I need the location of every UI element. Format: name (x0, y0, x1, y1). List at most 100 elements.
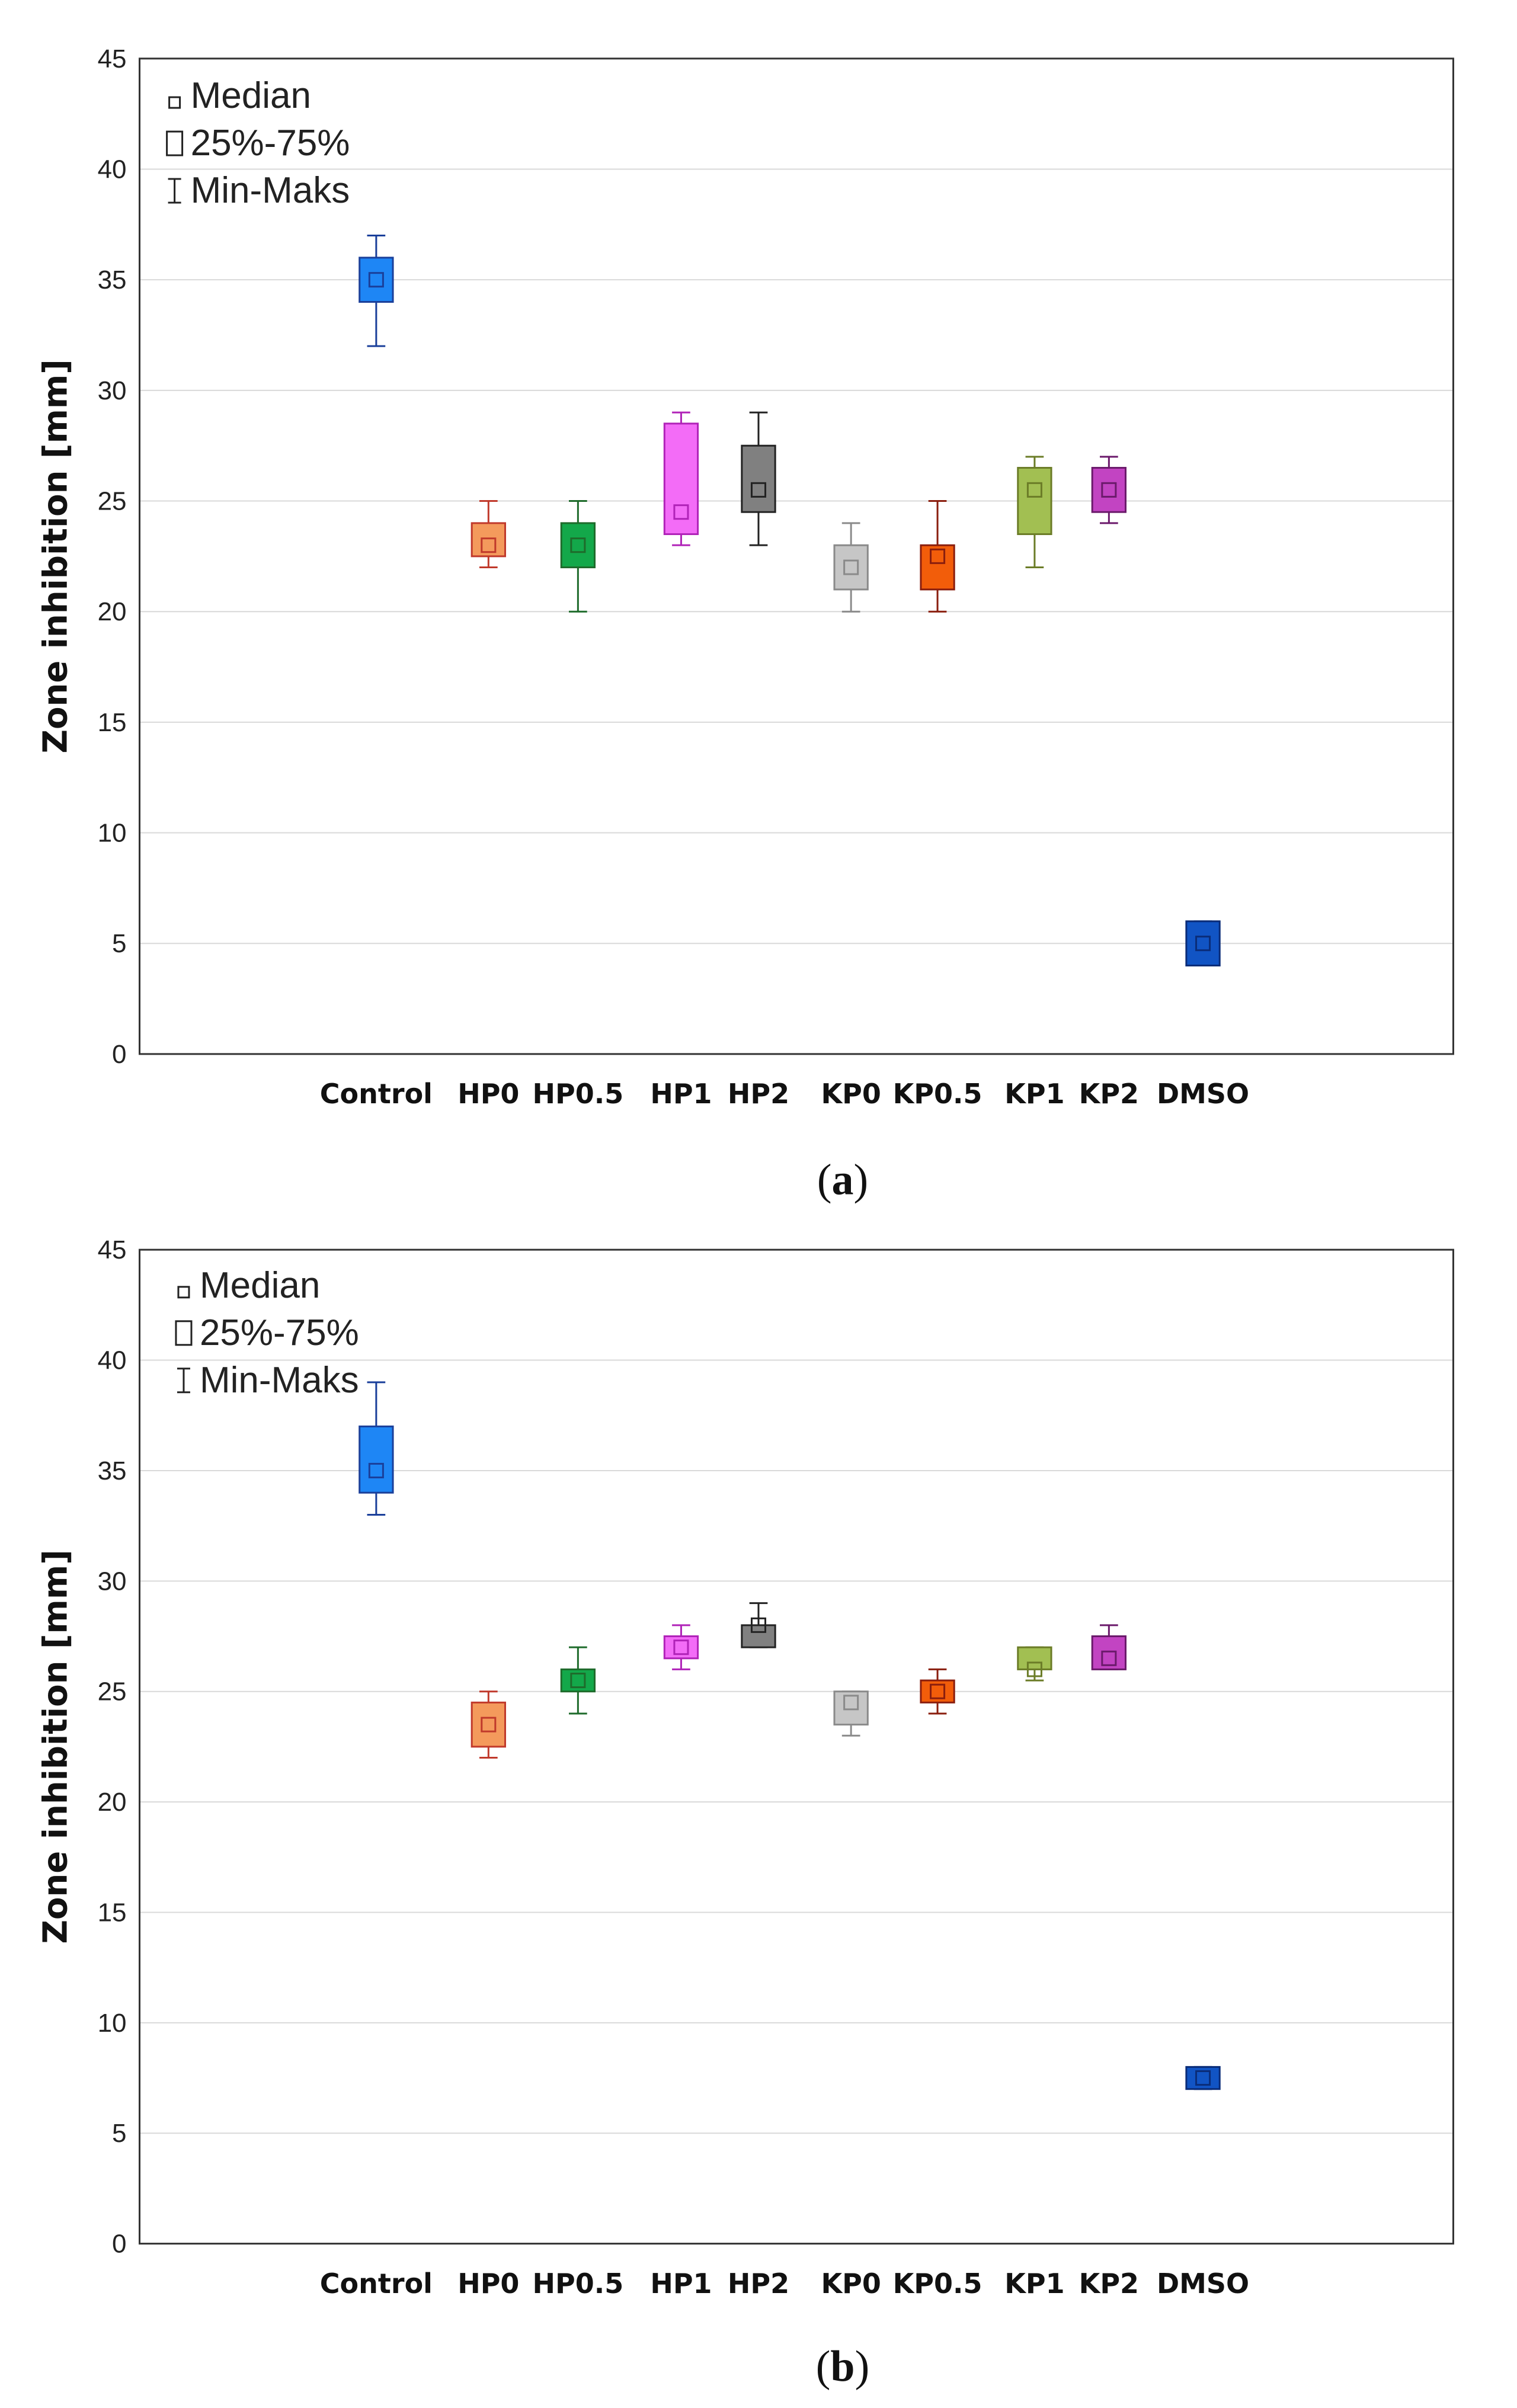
category-label: Control (320, 2268, 433, 2300)
iqr-box (833, 544, 869, 591)
caption-open: ( (816, 2342, 831, 2391)
iqr-box (663, 1635, 699, 1660)
box-kp0 (833, 522, 869, 613)
legend-entry: Median (200, 1265, 320, 1306)
median-marker (570, 537, 586, 553)
box-hp0 (471, 1690, 506, 1759)
legend-entry: Min-Maks (191, 170, 350, 211)
median-marker (368, 1462, 384, 1478)
category-label: DMSO (1157, 1078, 1249, 1110)
median-marker (1195, 936, 1211, 952)
category-label: KP0.5 (893, 1078, 982, 1110)
median-marker (1026, 482, 1042, 498)
median-marker (1101, 482, 1117, 498)
iqr-box (471, 522, 506, 558)
median-marker (673, 504, 689, 520)
y-tick-label: 25 (98, 1677, 127, 1706)
iqr-box (1091, 1635, 1127, 1670)
median-marker (1026, 1661, 1042, 1677)
box-control (359, 1381, 394, 1516)
y-tick-label: 35 (98, 1456, 127, 1485)
median-marker (1195, 2070, 1211, 2086)
box-hp0 (471, 500, 506, 569)
category-label: HP1 (650, 2268, 712, 2300)
y-axis-label: Zone inhibition [mm] (37, 1549, 75, 1944)
iqr-box (1017, 1646, 1052, 1670)
y-tick-label: 20 (98, 597, 127, 626)
plot-frame (139, 1248, 1454, 2245)
y-tick-label: 15 (98, 1898, 127, 1927)
caption-close: ) (854, 1156, 869, 1205)
y-axis-label: Zone inhibition [mm] (37, 359, 75, 754)
median-marker (750, 1617, 767, 1633)
iqr-box (920, 1679, 955, 1703)
y-tick-label: 15 (98, 708, 127, 737)
iqr-box (741, 444, 776, 513)
iqr-box (359, 1425, 394, 1494)
panel-caption: (b) (816, 2342, 869, 2391)
median-marker (481, 1717, 497, 1733)
caption-open: ( (817, 1156, 832, 1205)
caption-letter: a (832, 1156, 854, 1205)
median-marker (368, 272, 384, 288)
box-dmso (1185, 2066, 1221, 2090)
y-tick-label: 40 (98, 155, 127, 184)
y-tick-label: 45 (98, 44, 127, 73)
box-kp1 (1017, 456, 1052, 569)
category-label: HP0 (457, 1078, 519, 1110)
y-tick-label: 25 (98, 487, 127, 516)
category-label: KP2 (1079, 2268, 1139, 2300)
y-tick-label: 20 (98, 1788, 127, 1817)
legend: Median 25%-75% Min-Maks (175, 1265, 359, 1401)
category-label: KP0 (821, 2268, 881, 2300)
iqr-box (1091, 467, 1127, 513)
iqr-box (359, 257, 394, 303)
box-hp2 (741, 1602, 776, 1648)
category-label: Control (320, 1078, 433, 1110)
iqr-box (741, 1624, 776, 1648)
y-tick-label: 10 (98, 2009, 127, 2038)
box-hp1 (663, 411, 699, 546)
iqr-box (1017, 467, 1052, 536)
panel-caption: (a) (817, 1156, 868, 1205)
chart-panel-b: 0 5 10 15 20 25 30 35 40 45 Zone inhibition [mm] Co… (37, 1235, 1454, 2391)
iqr-box (833, 1690, 869, 1726)
category-label: HP0 (457, 2268, 519, 2300)
iqr-box (920, 544, 955, 591)
y-tick-label: 0 (112, 2230, 126, 2259)
plot-frame (139, 57, 1454, 1055)
median-marker (570, 1673, 586, 1689)
legend-box-icon (175, 1320, 193, 1346)
iqr-box (663, 422, 699, 536)
iqr-box (560, 1668, 596, 1693)
legend-median-icon (177, 1286, 190, 1299)
y-tick-label: 10 (98, 819, 127, 848)
category-label: HP0.5 (533, 1078, 624, 1110)
legend-entry: Median (191, 75, 311, 116)
median-marker (843, 1695, 859, 1711)
y-tick-label: 45 (98, 1235, 127, 1264)
category-label: KP2 (1079, 1078, 1139, 1110)
legend-entry: 25%-75% (200, 1312, 359, 1353)
legend-entry: Min-Maks (200, 1360, 359, 1401)
median-marker (750, 482, 767, 498)
box-kp0-5 (920, 1668, 955, 1715)
category-label: HP1 (650, 1078, 712, 1110)
category-label: KP1 (1004, 2268, 1064, 2300)
box-kp2 (1091, 1624, 1127, 1670)
y-tick-label: 5 (112, 929, 126, 958)
iqr-box (471, 1701, 506, 1748)
median-marker (930, 548, 946, 564)
box-kp0-5 (920, 500, 955, 613)
legend-box-icon (166, 130, 184, 156)
category-label: DMSO (1157, 2268, 1249, 2300)
y-tick-label: 40 (98, 1346, 127, 1375)
category-label: HP2 (728, 2268, 789, 2300)
box-dmso (1185, 920, 1221, 967)
box-hp0-5 (560, 500, 596, 613)
box-hp2 (741, 411, 776, 546)
median-marker (673, 1640, 689, 1655)
y-tick-label: 5 (112, 2119, 126, 2148)
iqr-box (1185, 920, 1221, 967)
legend-entry: 25%-75% (191, 123, 350, 164)
